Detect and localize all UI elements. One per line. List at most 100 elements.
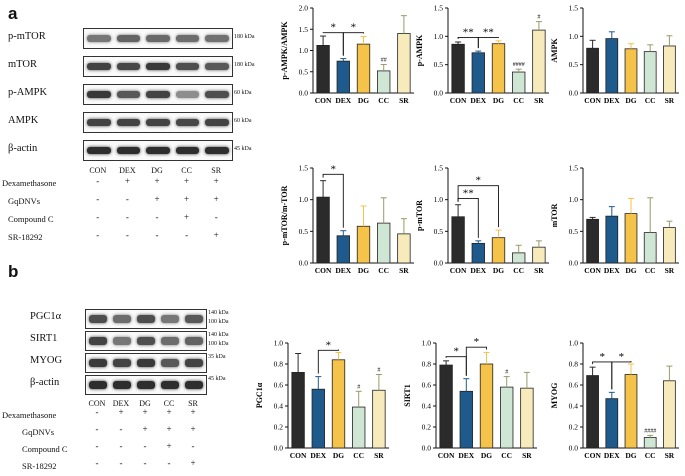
- y-axis-label: p-AMPK: [415, 34, 424, 66]
- blot-band: [89, 359, 107, 367]
- y-tick-label: 1.5: [434, 4, 444, 13]
- bar-dex: [605, 215, 619, 264]
- panel-a-letter: a: [8, 4, 18, 23]
- treatment-label: Compound C: [22, 444, 68, 454]
- kda-marker: 60 kDa: [234, 117, 252, 124]
- treatment-sign: +: [154, 176, 160, 186]
- kda-marker: 180 kDa: [234, 61, 255, 68]
- blot-band: [87, 118, 111, 127]
- bar-sr: [372, 389, 386, 449]
- lane-label: DEX: [112, 399, 130, 408]
- blot-strip: [83, 84, 233, 105]
- y-tick-label: 1.0: [569, 195, 579, 204]
- y-tick-label: 1.0: [434, 32, 444, 41]
- x-tick-label: CON: [450, 96, 467, 105]
- treatment-sign: +: [190, 424, 196, 434]
- bar-sr: [397, 33, 411, 94]
- y-tick-label: 0.5: [569, 60, 579, 69]
- blot-band: [116, 90, 141, 99]
- treatment-label: GqDNVs: [8, 196, 41, 206]
- blot-strip: [85, 353, 207, 373]
- bar-con: [451, 216, 465, 264]
- blot-band: [137, 359, 155, 367]
- bar-con: [316, 45, 330, 94]
- significance-label: *: [326, 339, 332, 351]
- y-axis-label: AMPK: [550, 38, 559, 63]
- blot-band: [87, 62, 111, 71]
- treatment-sign: +: [190, 458, 196, 468]
- treatment-sign: +: [166, 424, 172, 434]
- treatment-sign: -: [95, 407, 99, 417]
- bar-cc: [377, 222, 391, 264]
- bar-sr: [532, 29, 546, 94]
- treatment-sign: -: [95, 458, 99, 468]
- blot-band: [87, 146, 111, 155]
- y-tick-label: 1.0: [569, 32, 579, 41]
- bar-dex: [471, 52, 485, 94]
- x-tick-label: SR: [522, 451, 532, 460]
- blot-band: [185, 337, 203, 345]
- hash-mark: #: [505, 370, 508, 376]
- y-axis-label: p-AMPK/AMPK: [280, 21, 289, 80]
- treatment-sign: -: [96, 230, 100, 240]
- x-tick-label: CC: [645, 96, 656, 105]
- bar-dg: [331, 359, 346, 449]
- blot-label: mTOR: [8, 58, 37, 70]
- treatment-sign: +: [184, 176, 190, 186]
- treatment-sign: -: [214, 212, 218, 222]
- treatment-sign: -: [185, 230, 189, 240]
- hash-mark: ####: [513, 62, 525, 68]
- treatment-sign: +: [154, 194, 160, 204]
- treatment-sign: -: [119, 441, 123, 451]
- blot-band: [161, 315, 179, 323]
- x-tick-label: CON: [290, 451, 307, 460]
- x-tick-label: CC: [501, 451, 512, 460]
- significance-label: *: [330, 163, 336, 175]
- bar-dg: [491, 237, 506, 264]
- y-tick-label: 0.0: [569, 444, 579, 453]
- hash-mark: #: [377, 368, 380, 374]
- blot-label: p-AMPK: [8, 86, 48, 98]
- blot-band: [161, 381, 179, 389]
- y-tick-label: 0.4: [569, 402, 579, 411]
- x-tick-label: DG: [493, 96, 504, 105]
- y-tick-label: 1.0: [434, 195, 444, 204]
- treatment-sign: +: [184, 194, 190, 204]
- bar-cc: [500, 386, 514, 449]
- bar-dg: [624, 48, 638, 94]
- blot-band: [146, 118, 170, 127]
- y-tick-label: 0.8: [422, 360, 432, 369]
- blot-label: β-actin: [30, 377, 60, 388]
- y-tick-label: 0.4: [274, 402, 284, 411]
- bar-sr: [663, 227, 676, 264]
- blot-band: [116, 62, 141, 71]
- treatment-sign: +: [213, 176, 219, 186]
- bar-dg: [479, 363, 494, 449]
- blot-strip: [85, 309, 207, 329]
- bar-dex: [471, 242, 485, 264]
- x-tick-label: DEX: [310, 451, 326, 460]
- y-tick-label: 2.0: [299, 4, 309, 13]
- bar-con: [316, 196, 330, 264]
- bar-cc: [377, 70, 391, 94]
- blot-band: [185, 359, 203, 367]
- lane-label: SR: [211, 166, 222, 175]
- x-tick-label: DG: [358, 96, 369, 105]
- y-tick-label: 0.6: [274, 381, 284, 390]
- y-axis-label: SIRT1: [403, 384, 412, 406]
- x-tick-label: SR: [374, 451, 384, 460]
- blot-band: [87, 34, 111, 43]
- bar-dex: [311, 388, 325, 449]
- significance-bracket: [611, 361, 632, 390]
- x-tick-label: CC: [645, 266, 656, 275]
- x-tick-label: DG: [625, 96, 636, 105]
- bar-con: [586, 375, 599, 449]
- blot-band: [137, 315, 155, 323]
- blot-band: [113, 337, 131, 345]
- blot-label: MYOG: [30, 355, 63, 366]
- lane-label: CC: [163, 399, 175, 408]
- x-tick-label: SR: [399, 96, 409, 105]
- x-tick-label: CON: [450, 266, 467, 275]
- treatment-sign: -: [96, 176, 100, 186]
- y-tick-label: 0.4: [422, 402, 432, 411]
